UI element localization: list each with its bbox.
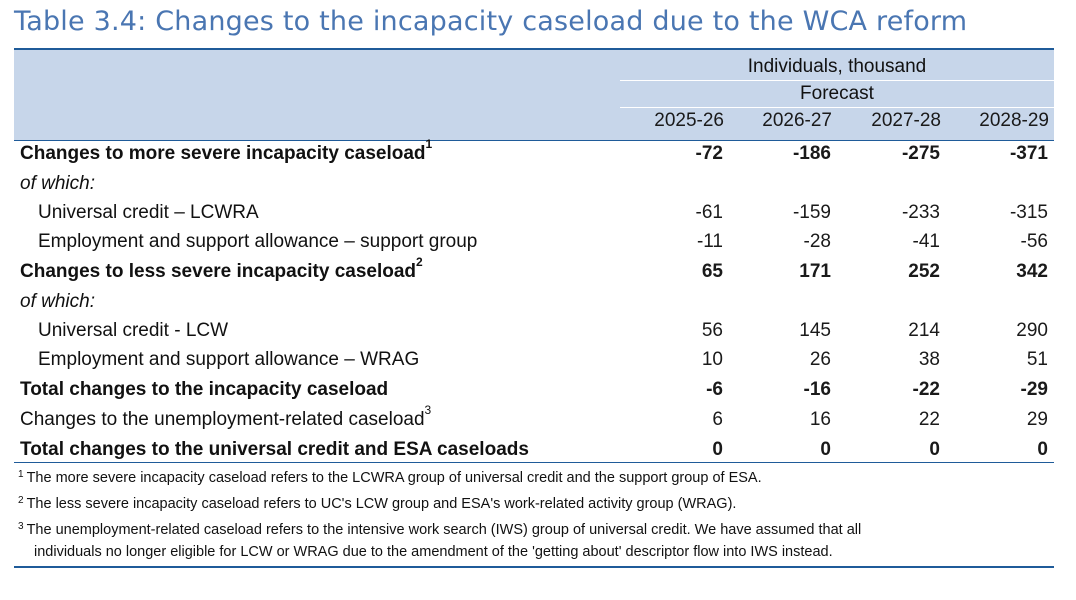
table-bottom-rule bbox=[14, 566, 1054, 568]
row-label-esa-support: Employment and support allowance – suppo… bbox=[38, 231, 478, 252]
value-cell: -186 bbox=[792, 143, 831, 164]
footnote-2: 2 The less severe incapacity caseload ref… bbox=[18, 495, 737, 512]
value-cell: 252 bbox=[908, 261, 940, 282]
value-cell: 16 bbox=[809, 409, 831, 430]
header-bottom-rule bbox=[14, 140, 1054, 141]
value-cell: -159 bbox=[792, 202, 831, 223]
value-cell: 10 bbox=[701, 349, 723, 370]
value-cell: -56 bbox=[1020, 231, 1048, 252]
value-cell: 290 bbox=[1016, 320, 1048, 341]
value-cell: 342 bbox=[1016, 261, 1048, 282]
row-label-esa-wrag: Employment and support allowance – WRAG bbox=[38, 349, 420, 370]
value-cell: 0 bbox=[1037, 439, 1048, 460]
value-cell: -22 bbox=[912, 379, 940, 400]
value-cell: 51 bbox=[1026, 349, 1048, 370]
value-cell: -6 bbox=[706, 379, 723, 400]
value-cell: -41 bbox=[912, 231, 940, 252]
year-header-2025-26: 2025-26 bbox=[654, 110, 724, 131]
value-cell: 0 bbox=[712, 439, 723, 460]
footnote-3-continued: individuals no longer eligible for LCW o… bbox=[34, 544, 833, 560]
value-cell: 214 bbox=[908, 320, 940, 341]
value-cell: -29 bbox=[1020, 379, 1048, 400]
value-cell: -233 bbox=[901, 202, 940, 223]
footnote-1: 1 The more severe incapacity caseload ref… bbox=[18, 469, 762, 486]
footnote-3: 3 The unemployment-related caseload refer… bbox=[18, 521, 862, 538]
value-cell: 65 bbox=[701, 261, 723, 282]
value-cell: 22 bbox=[918, 409, 940, 430]
value-cell: -28 bbox=[803, 231, 831, 252]
unit-label: Individuals, thousand bbox=[747, 56, 927, 77]
value-cell: 0 bbox=[929, 439, 940, 460]
value-cell: -315 bbox=[1009, 202, 1048, 223]
value-cell: 29 bbox=[1026, 409, 1048, 430]
value-cell: 145 bbox=[799, 320, 831, 341]
row-label-less-severe: Changes to less severe incapacity caselo… bbox=[20, 254, 423, 282]
value-cell: -16 bbox=[803, 379, 831, 400]
value-cell: -275 bbox=[901, 143, 940, 164]
row-label-total-incapacity: Total changes to the incapacity caseload bbox=[20, 379, 389, 400]
year-header-2027-28: 2027-28 bbox=[871, 110, 941, 131]
unit-underline bbox=[620, 80, 1054, 81]
row-label-uc-lcw: Universal credit - LCW bbox=[38, 320, 229, 341]
value-cell: 56 bbox=[701, 320, 723, 341]
value-cell: -61 bbox=[695, 202, 723, 223]
row-label-unemployment: Changes to the unemployment-related case… bbox=[20, 402, 432, 430]
table-title: Table 3.4: Changes to the incapacity cas… bbox=[14, 6, 968, 37]
row-label-more-severe: Changes to more severe incapacity caselo… bbox=[20, 136, 433, 164]
row-label-uc-lcwra: Universal credit – LCWRA bbox=[38, 202, 259, 223]
year-header-2026-27: 2026-27 bbox=[762, 110, 832, 131]
table-header-background bbox=[14, 49, 1054, 140]
year-header-2028-29: 2028-29 bbox=[979, 110, 1049, 131]
forecast-label: Forecast bbox=[800, 83, 874, 104]
value-cell: -371 bbox=[1009, 143, 1048, 164]
value-cell: 0 bbox=[820, 439, 831, 460]
row-label-of-which: of which: bbox=[20, 291, 95, 312]
value-cell: -11 bbox=[696, 231, 723, 252]
header-top-rule bbox=[14, 48, 1054, 50]
value-cell: 171 bbox=[799, 261, 831, 282]
forecast-underline bbox=[620, 107, 1054, 108]
value-cell: 38 bbox=[918, 349, 940, 370]
value-cell: -72 bbox=[695, 143, 723, 164]
row-label-total-uc-esa: Total changes to the universal credit an… bbox=[20, 439, 529, 460]
value-cell: 6 bbox=[712, 409, 723, 430]
value-cell: 26 bbox=[809, 349, 831, 370]
row-label-of-which: of which: bbox=[20, 173, 95, 194]
table-body-bottom-rule bbox=[14, 462, 1054, 463]
